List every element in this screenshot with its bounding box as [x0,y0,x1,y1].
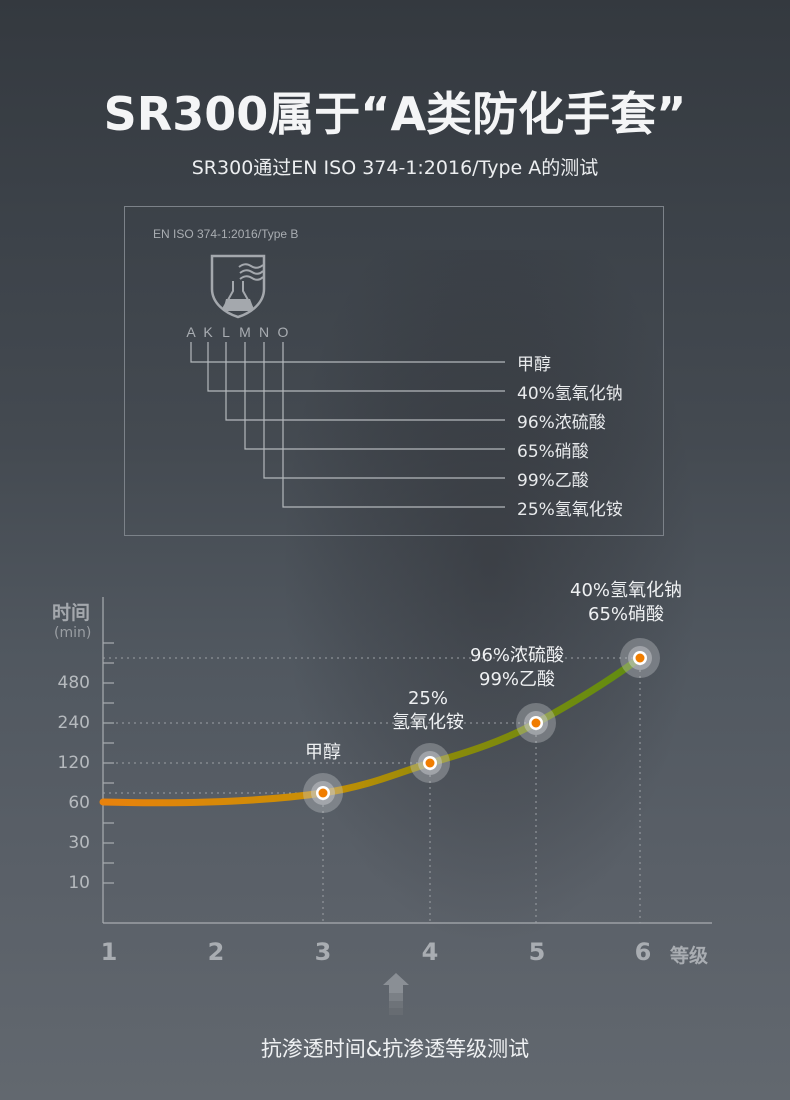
chemical-label: 65%硝酸 [517,442,589,462]
page-title: SR300属于“A类防化手套” [103,87,687,141]
y-tick-label: 10 [68,873,90,893]
chemical-label: 25%氢氧化铵 [517,500,623,520]
point-label-level-6: 40%氢氧化钠 65%硝酸 [570,579,682,627]
x-tick-label: 4 [421,938,439,966]
y-tick-label: 480 [57,673,90,693]
y-axis-unit: (min) [54,625,92,641]
x-tick-label: 2 [207,938,225,966]
y-tick-label: 120 [57,753,90,773]
letter-o: O [277,324,289,340]
connector-lines [190,342,505,508]
data-points [303,638,660,813]
point-label-line: 甲醇 [305,742,341,763]
point-label-line: 氢氧化铵 [392,712,464,733]
y-tick-label: 30 [68,833,90,853]
point-label-level-5: 96%浓硫酸 99%乙酸 [470,644,564,692]
point-label-level-4: 25% 氢氧化铵 [392,687,464,735]
point-label-line: 65%硝酸 [587,604,665,625]
arrow-up-icon [383,973,409,1015]
point-label-line: 25% [407,688,448,709]
x-tick-label: 3 [314,938,332,966]
chemical-label: 96%浓硫酸 [517,413,606,433]
chemical-label: 甲醇 [517,355,551,375]
letter-m: M [239,324,251,340]
page-subtitle: SR300通过EN ISO 374-1:2016/Type A的测试 [191,157,599,179]
chart-caption: 抗渗透时间&抗渗透等级测试 [260,1037,530,1061]
chemical-flask-shield-icon [210,254,266,319]
y-axis-title: 时间 [52,602,91,624]
point-label-level-3: 甲醇 [305,741,341,765]
chemical-label: 99%乙酸 [517,471,589,491]
x-tick-label: 1 [100,938,118,966]
point-label-line: 96%浓硫酸 [469,645,565,666]
point-label-line: 99%乙酸 [478,669,556,690]
x-axis-title: 等级 [670,945,709,967]
chemical-label: 40%氢氧化钠 [517,384,623,404]
y-tick-label: 60 [68,793,90,813]
y-tick-label: 240 [57,713,90,733]
letter-a: A [186,324,196,340]
standard-box: EN ISO 374-1:2016/Type B A K L M N O 甲醇 … [124,206,664,536]
point-label-line: 40%氢氧化钠 [569,580,683,601]
x-tick-label: 5 [528,938,546,966]
letter-n: N [258,324,270,340]
standard-label: EN ISO 374-1:2016/Type B [153,227,299,241]
letter-k: K [203,324,213,340]
x-tick-label: 6 [634,938,652,966]
letter-l: L [222,324,230,340]
